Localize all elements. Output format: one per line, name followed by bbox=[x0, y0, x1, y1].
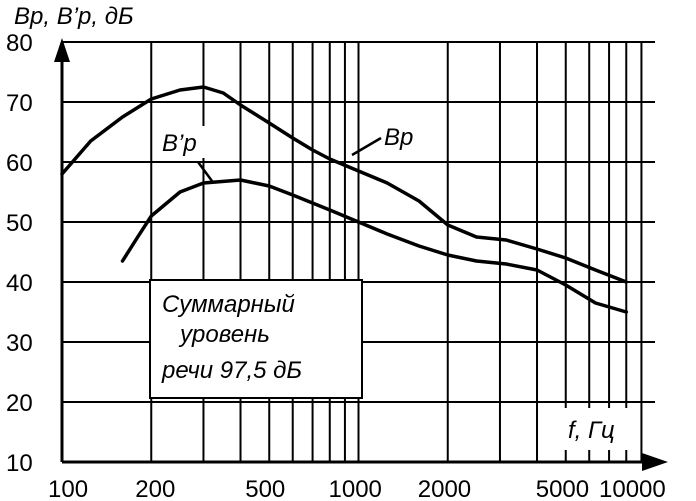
pointer-bp-prime bbox=[196, 161, 214, 182]
pointer-bp bbox=[351, 136, 382, 157]
y-tick-label: 20 bbox=[6, 390, 33, 417]
y-tick-label: 40 bbox=[6, 270, 33, 297]
curves bbox=[60, 85, 629, 314]
summary-line-1: Суммарный bbox=[162, 291, 295, 318]
x-axis-arrow bbox=[642, 453, 668, 471]
y-tick-label: 30 bbox=[6, 330, 33, 357]
x-tick-label: 5000 bbox=[536, 476, 589, 501]
grid bbox=[62, 41, 655, 462]
summary-box bbox=[149, 279, 363, 399]
x-tick-label: 200 bbox=[135, 476, 175, 501]
y-tick-label: 10 bbox=[6, 450, 33, 477]
y-tick-label: 80 bbox=[6, 30, 33, 57]
x-tick-label: 10000 bbox=[599, 476, 666, 501]
summary-line-2: уровень bbox=[178, 321, 270, 348]
y-axis-arrow bbox=[54, 38, 70, 62]
y-axis-title: Вр, В’р, дБ bbox=[14, 3, 134, 30]
x-tick-label: 2000 bbox=[418, 476, 471, 501]
series-label-bp: Вр bbox=[384, 124, 413, 151]
y-tick-label: 50 bbox=[6, 210, 33, 237]
y-tick-label: 70 bbox=[6, 90, 33, 117]
x-tick-label: 100 bbox=[48, 476, 88, 501]
x-tick-label: 500 bbox=[245, 476, 285, 501]
x-axis-title: f, Гц bbox=[568, 417, 615, 444]
tick-labels: 10 20 30 40 50 60 70 80 100 200 500 1000 2000 5000 100… bbox=[6, 30, 666, 501]
summary-line-3: речи 97,5 дБ bbox=[161, 357, 302, 384]
series-label-bp-prime: В’р bbox=[162, 130, 197, 157]
series-bp-line bbox=[60, 85, 629, 284]
y-tick-label: 60 bbox=[6, 150, 33, 177]
x-tick-label: 1000 bbox=[329, 476, 382, 501]
series-bp-prime-line bbox=[120, 178, 629, 314]
